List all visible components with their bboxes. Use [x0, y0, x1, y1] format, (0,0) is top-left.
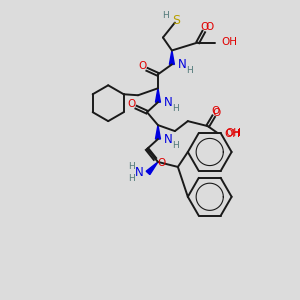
Text: O: O [158, 158, 166, 168]
Text: N: N [135, 167, 143, 179]
Text: O: O [201, 22, 209, 32]
Text: S: S [172, 14, 180, 27]
Polygon shape [169, 50, 174, 64]
Polygon shape [146, 162, 158, 175]
Text: OH: OH [226, 128, 242, 138]
Text: H: H [163, 11, 169, 20]
Text: OH: OH [225, 129, 241, 139]
Text: O: O [206, 22, 214, 32]
Text: H: H [128, 162, 134, 171]
Text: O: O [127, 99, 135, 109]
Text: O: O [212, 106, 220, 116]
Text: N: N [164, 133, 172, 146]
Polygon shape [155, 125, 160, 139]
Text: O: O [138, 61, 146, 71]
Text: O: O [213, 108, 221, 118]
Text: H: H [186, 66, 193, 75]
Text: H: H [172, 104, 179, 113]
Text: OH: OH [222, 37, 238, 46]
Text: H: H [128, 174, 134, 183]
Text: H: H [172, 140, 179, 149]
Text: N: N [178, 58, 186, 71]
Polygon shape [155, 88, 160, 102]
Text: N: N [164, 96, 172, 109]
